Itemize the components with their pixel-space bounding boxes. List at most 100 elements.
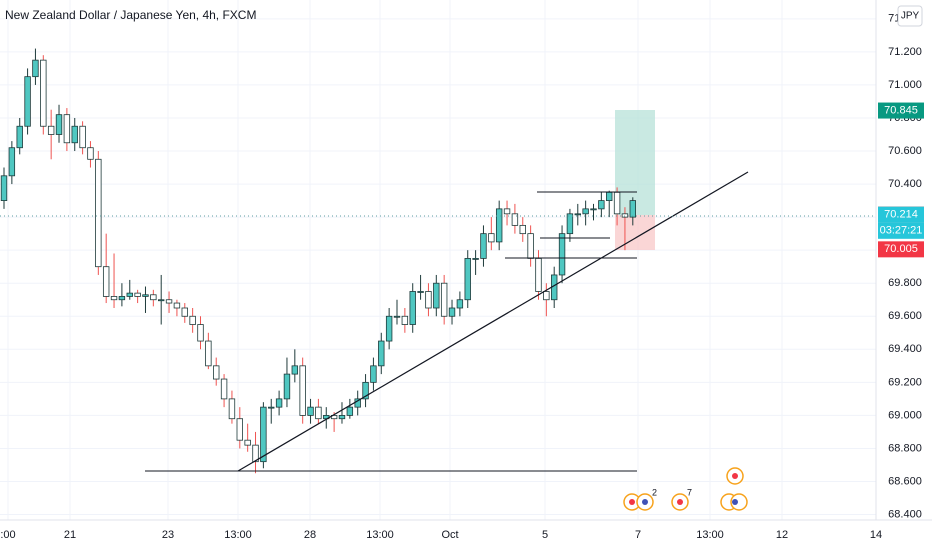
x-tick-label: 13:00: [224, 529, 252, 541]
candle-body: [488, 233, 495, 243]
candle-body: [118, 296, 126, 301]
candle-body: [205, 340, 212, 367]
candle-body: [150, 294, 157, 301]
event-dot: [642, 499, 648, 505]
candle-body: [24, 76, 31, 127]
price-badge-bg: [878, 241, 924, 258]
candle-body: [95, 158, 102, 268]
candle-body: [417, 291, 424, 293]
candle-body: [511, 213, 519, 226]
chart-title: New Zealand Dollar / Japanese Yen, 4h, F…: [5, 8, 256, 22]
candle-body: [456, 299, 464, 309]
candle-body: [87, 147, 94, 160]
x-tick-label: 7: [635, 529, 641, 541]
candle-body: [252, 444, 259, 463]
candle-body: [425, 291, 432, 309]
candle-body: [621, 213, 629, 218]
candle-body: [385, 315, 393, 342]
x-tick-label: 12: [776, 529, 788, 541]
candle-body: [275, 398, 283, 408]
candle-body: [519, 224, 526, 235]
candle-body: [165, 299, 173, 304]
candle-body: [440, 282, 448, 317]
y-tick-label: 68.400: [888, 508, 922, 520]
price-badge-label: 70.845: [884, 104, 918, 116]
candle-body: [220, 378, 228, 400]
event-count: 7: [687, 487, 692, 497]
candle-body: [590, 208, 597, 211]
candle-body: [244, 439, 251, 446]
y-tick-label: 71.200: [888, 46, 922, 58]
candle-body: [362, 381, 369, 400]
price-badge: 70.005: [878, 241, 924, 258]
candle-body: [378, 340, 385, 367]
stop-zone: [615, 215, 655, 250]
candle-body: [102, 266, 110, 297]
y-tick-label: 69.400: [888, 343, 922, 355]
candle-body: [126, 292, 133, 297]
candle-body: [213, 365, 220, 380]
candle-body: [370, 365, 377, 383]
x-tick-label: Oct: [441, 529, 458, 541]
candle-body: [0, 175, 8, 201]
candle-body: [433, 282, 440, 309]
candle-body: [401, 315, 409, 325]
candle-body: [181, 307, 188, 317]
candle-body: [535, 258, 542, 292]
candle-body: [464, 258, 471, 301]
candle-body: [260, 406, 267, 463]
candle-body: [63, 114, 71, 144]
currency-button[interactable]: [897, 5, 923, 27]
candle-body: [338, 415, 346, 420]
candles: [0, 48, 636, 474]
candle-body: [283, 373, 291, 400]
candle-body: [71, 125, 78, 144]
candle-body: [409, 291, 416, 325]
events: 2 7: [623, 467, 748, 511]
candle-body: [55, 114, 63, 135]
event-dot: [732, 499, 738, 505]
candle-body: [606, 191, 613, 201]
y-tick-label: 69.000: [888, 409, 922, 421]
axes: 68.400 68.600 68.800 69.000 69.200 69.400 69.6…: [0, 13, 924, 541]
x-tick-label: 23: [162, 529, 174, 541]
candle-body: [613, 191, 621, 215]
candle-body: [346, 406, 354, 416]
y-tick-label: 69.200: [888, 376, 922, 388]
x-tick-label: 5: [542, 529, 548, 541]
candle-body: [236, 418, 243, 441]
event-icon: [730, 493, 748, 511]
price-badge-label: 70.005: [884, 243, 918, 255]
candle-body: [315, 406, 322, 420]
price-badge-bg: [878, 102, 924, 119]
event-dot: [677, 499, 683, 505]
y-tick-label: 69.600: [888, 310, 922, 322]
x-tick-label: 21: [64, 529, 76, 541]
candle-body: [393, 315, 401, 318]
y-tick-label: 71.000: [888, 79, 922, 91]
y-tick-label: 68.600: [888, 475, 922, 487]
x-tick-label: 13:00: [366, 529, 394, 541]
candle-body: [291, 365, 299, 375]
candle-body: [268, 406, 275, 409]
y-tick-label: 70.600: [888, 145, 922, 157]
candle-body: [40, 59, 47, 127]
price-badge-bg: [878, 206, 924, 223]
candle-body: [574, 213, 581, 216]
price-badge: 70.845: [878, 102, 924, 119]
currency-button-label[interactable]: JPY: [901, 11, 920, 22]
y-tick-label: 70.400: [888, 178, 922, 190]
x-tick-label: 13:00: [696, 529, 724, 541]
candle-body: [558, 233, 566, 276]
y-tick-label: 69.800: [888, 277, 922, 289]
event-dot: [732, 473, 738, 479]
candle-body: [32, 59, 39, 78]
candle-body: [495, 208, 503, 243]
x-tick-label: :00: [0, 529, 15, 541]
candle-body: [527, 233, 534, 259]
price-badge-label: 70.214: [884, 209, 918, 221]
candle-body: [134, 292, 141, 297]
target-zone: [615, 110, 655, 215]
candle-body: [307, 406, 314, 416]
